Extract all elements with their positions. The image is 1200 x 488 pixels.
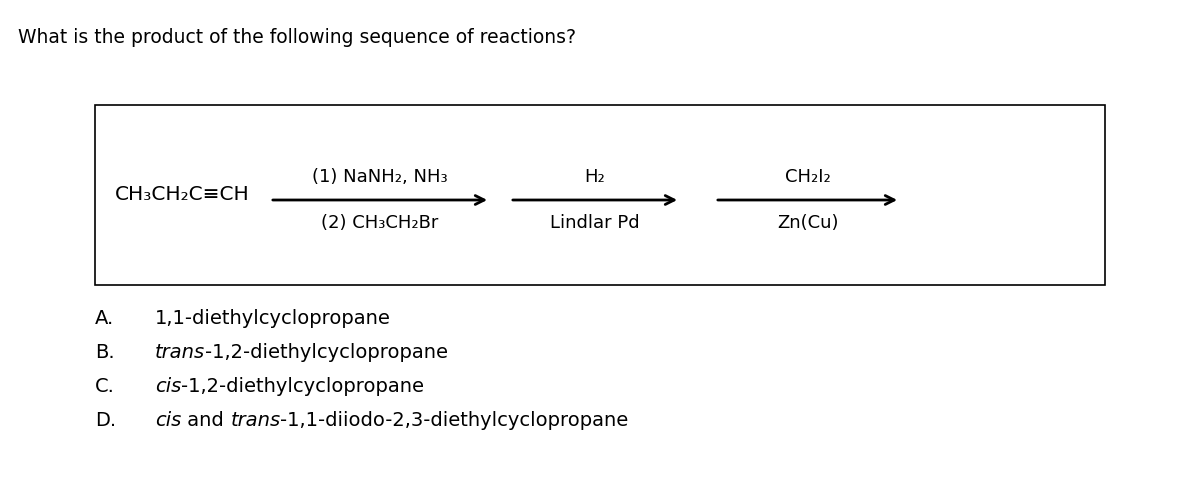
Bar: [95, 105, 1105, 285]
Text: cis: cis: [155, 410, 181, 429]
Text: Zn(Cu): Zn(Cu): [776, 214, 839, 232]
Text: trans: trans: [230, 410, 281, 429]
Text: -1,1-diiodo-2,3-diethylcyclopropane: -1,1-diiodo-2,3-diethylcyclopropane: [281, 410, 629, 429]
Text: D.: D.: [95, 410, 116, 429]
Text: C.: C.: [95, 377, 115, 395]
Text: 1,1-diethylcyclopropane: 1,1-diethylcyclopropane: [155, 308, 391, 327]
Text: Lindlar Pd: Lindlar Pd: [550, 214, 640, 232]
Text: trans: trans: [155, 343, 205, 362]
Text: -1,2-diethylcyclopropane: -1,2-diethylcyclopropane: [181, 377, 425, 395]
Text: -1,2-diethylcyclopropane: -1,2-diethylcyclopropane: [205, 343, 448, 362]
Text: (2) CH₃CH₂Br: (2) CH₃CH₂Br: [322, 214, 439, 232]
Text: B.: B.: [95, 343, 115, 362]
Text: What is the product of the following sequence of reactions?: What is the product of the following seq…: [18, 28, 576, 47]
Text: A.: A.: [95, 308, 114, 327]
Text: cis: cis: [155, 377, 181, 395]
Text: H₂: H₂: [584, 168, 605, 186]
Text: (1) NaNH₂, NH₃: (1) NaNH₂, NH₃: [312, 168, 448, 186]
Text: CH₃CH₂C≡CH: CH₃CH₂C≡CH: [115, 185, 250, 204]
Text: CH₂I₂: CH₂I₂: [785, 168, 830, 186]
Text: and: and: [181, 410, 230, 429]
